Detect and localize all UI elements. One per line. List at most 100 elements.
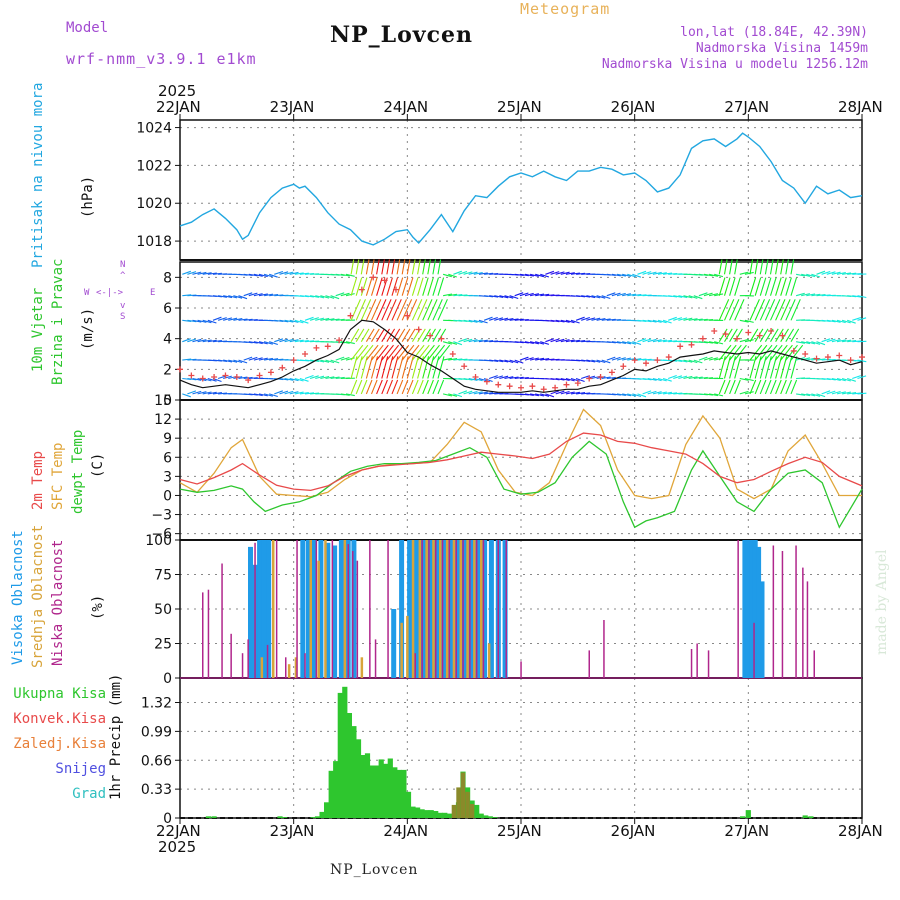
- wind-speed-marker: [802, 351, 809, 357]
- high-cloud-bar: [502, 540, 508, 678]
- time-tick-bot-3: 25JAN: [497, 822, 542, 840]
- compass-n: N: [120, 260, 126, 270]
- wind-speed-marker: [233, 374, 240, 380]
- wind-speed-marker: [290, 357, 297, 364]
- freezing-rain-bar: [460, 772, 466, 818]
- y-tick-label: 1020: [136, 196, 172, 212]
- total-rain-bar: [401, 769, 407, 818]
- wind-speed-marker: [472, 374, 479, 380]
- high-cloud-bar: [488, 540, 494, 678]
- low-cloud-bar: [331, 540, 334, 678]
- wind-speed-marker: [779, 332, 786, 339]
- high-cloud-bar: [305, 540, 311, 678]
- y-tick-label: −6: [151, 527, 172, 543]
- total-rain-bar: [211, 816, 217, 819]
- low-cloud-bar: [266, 644, 269, 678]
- wind-speed-marker: [552, 384, 559, 391]
- total-rain-bar: [419, 809, 425, 819]
- high-cloud-bar: [413, 540, 419, 678]
- wind-speed-marker: [245, 377, 252, 384]
- high-cloud-bar: [756, 546, 762, 678]
- y-tick-label: 2: [163, 362, 172, 378]
- total-rain-bar: [424, 810, 430, 818]
- wind-speed-marker: [370, 274, 377, 281]
- legend-freezing-rain: Zaledj.Kisa: [13, 736, 106, 752]
- wind-speed-marker: [483, 378, 490, 385]
- low-cloud-bar: [221, 563, 223, 678]
- high-cloud-bar: [759, 581, 765, 678]
- wind-speed-marker: [597, 374, 604, 380]
- wind-speed-marker: [836, 352, 843, 359]
- total-rain-bar: [205, 816, 211, 819]
- total-rain-bar: [474, 804, 480, 818]
- mid-cloud-bar: [272, 540, 275, 678]
- low-cloud-bar: [505, 540, 507, 678]
- low-cloud-bar: [813, 650, 815, 678]
- low-cloud-bar: [247, 639, 249, 678]
- wind-speed-marker: [688, 341, 695, 348]
- mid-cloud-bar: [287, 664, 291, 678]
- total-rain-bar: [383, 763, 389, 819]
- high-cloud-bar: [749, 540, 755, 678]
- dewpoint-line: [179, 440, 863, 529]
- total-rain-bar: [346, 713, 352, 818]
- y-tick-label: −3: [151, 508, 172, 524]
- chart-subtitle: Meteogram: [520, 0, 611, 18]
- y-tick-label: 0: [163, 393, 172, 409]
- y-tick-label: 9: [163, 431, 172, 447]
- low-cloud-bar: [482, 540, 485, 678]
- mid-cloud-bar: [400, 622, 403, 678]
- wind-speed-marker: [461, 363, 468, 370]
- wind-speed-marker: [336, 337, 343, 344]
- mid-cloud-bar: [324, 540, 327, 678]
- total-rain-bar: [437, 812, 443, 819]
- low-cloud-bar: [347, 544, 349, 678]
- wind-speed-marker: [313, 344, 320, 351]
- time-tick-top-5: 27JAN: [724, 98, 770, 116]
- high-cloud-bar: [475, 540, 481, 678]
- wind-speed-marker: [381, 277, 388, 284]
- low-cloud-bar: [421, 540, 423, 678]
- low-cloud-bar: [690, 649, 693, 678]
- total-rain-bar: [392, 767, 398, 819]
- high-cloud-bar: [427, 540, 433, 678]
- low-cloud-bar: [374, 639, 377, 678]
- high-cloud-bar: [266, 540, 272, 678]
- legend-snow: Snijeg: [55, 761, 106, 777]
- high-cloud-bar: [257, 540, 263, 678]
- mid-cloud-bar: [425, 540, 428, 678]
- low-cloud-bar: [588, 650, 590, 678]
- mid-cloud-bar: [406, 615, 409, 678]
- time-tick-bot-6: 28JAN: [838, 822, 883, 840]
- wind-speed-marker: [847, 357, 854, 364]
- time-tick-bot-4: 26JAN: [610, 822, 656, 840]
- wind-speed-marker: [745, 329, 752, 336]
- time-tick-bot-2: 24JAN: [383, 822, 429, 840]
- mid-cloud-bar: [418, 540, 422, 678]
- total-rain-bar: [360, 755, 366, 818]
- y-tick-label: 12: [154, 412, 172, 428]
- wind-mean-line: [179, 319, 863, 393]
- time-tick-bot-0: 22JAN: [156, 822, 201, 840]
- wind-speed-marker: [677, 343, 684, 350]
- y-tick-label: 100: [145, 533, 172, 549]
- low-cloud-bar: [753, 622, 755, 678]
- mid-cloud-bar: [487, 643, 491, 678]
- high-cloud-bar: [261, 540, 267, 678]
- low-cloud-bar: [356, 560, 359, 678]
- y-tick-label: 4: [163, 332, 172, 348]
- total-rain-bar: [337, 692, 343, 818]
- low-cloud-bar: [795, 545, 797, 678]
- wind-speed-marker: [608, 369, 615, 376]
- model-name: wrf-nmm_v3.9.1 e1km: [66, 50, 257, 68]
- pressure-line: [179, 132, 863, 246]
- total-rain-bar: [364, 753, 371, 819]
- page-title: NP_Lovcen: [330, 22, 473, 48]
- mid-cloud-bar: [480, 540, 483, 678]
- y-tick-label: 6: [163, 450, 172, 466]
- wind-speed-marker: [495, 381, 502, 388]
- low-cloud-bar: [387, 540, 389, 678]
- total-rain-bar: [442, 812, 448, 819]
- high-cloud-bar: [441, 540, 447, 678]
